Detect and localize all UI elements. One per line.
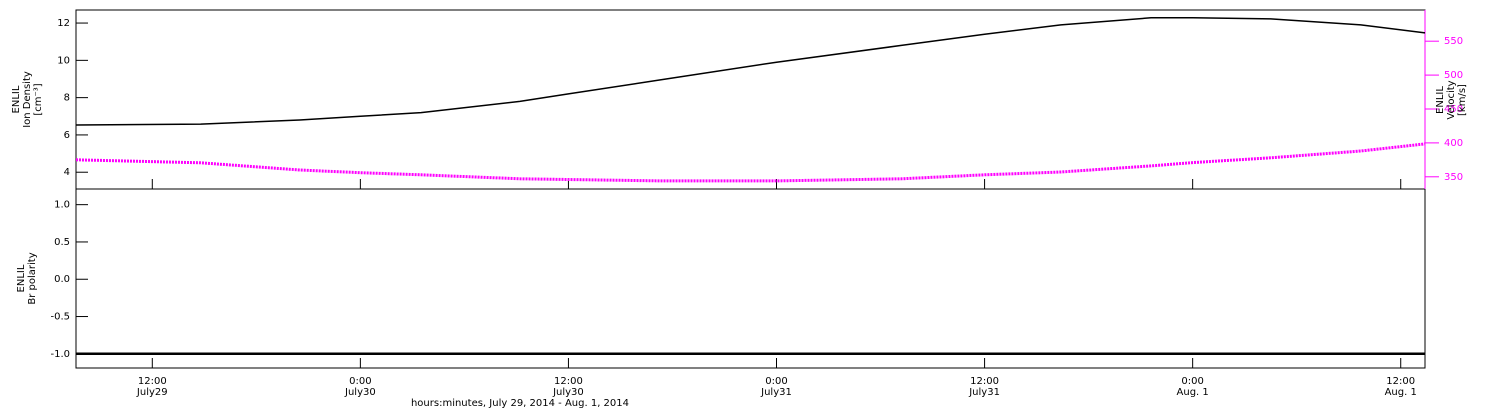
y2-tick-label: 500 (1444, 70, 1463, 81)
x-tick-label-line: Aug. 1 (1385, 387, 1417, 398)
x-tick-label-line: Aug. 1 (1177, 387, 1209, 398)
y2-axis-label: Velocity (1446, 80, 1457, 119)
y2-tick-label: 400 (1444, 138, 1463, 149)
y2-axis-label: ENLIL (1435, 86, 1446, 114)
y-tick-label: 0.0 (54, 274, 70, 285)
y-axis-label: ENLIL (16, 264, 27, 292)
y-axis-label: Br polarity (27, 252, 38, 304)
y-tick-label: 6 (64, 130, 70, 141)
x-tick-label-line: July29 (136, 387, 168, 398)
x-tick-label: 12:00 Aug. 1 (1385, 376, 1417, 398)
y2-tick-label: 350 (1444, 172, 1463, 183)
bottom-frame (75, 188, 1426, 369)
x-tick-label: 0:00 July31 (760, 376, 792, 398)
y2-tick-label: 550 (1444, 36, 1463, 47)
y-axis-label: [cm⁻³] (33, 83, 44, 115)
x-tick-label-line: 0:00 (1181, 376, 1203, 387)
y-tick-label: -1.0 (50, 349, 70, 360)
y-tick-label: 4 (64, 167, 70, 178)
x-tick-label-line: 12:00 (138, 376, 167, 387)
y-tick-label: 10 (57, 55, 70, 66)
x-tick-label-line: July31 (968, 387, 1000, 398)
y-axis-label: ENLIL (11, 85, 22, 113)
y2-tick-label: 450 (1444, 104, 1463, 115)
y-tick-label: 8 (64, 93, 70, 104)
x-tick-label-line: 12:00 (554, 376, 583, 387)
x-tick-label: 0:00 Aug. 1 (1177, 376, 1209, 398)
series-line (75, 17, 1426, 126)
series-line (75, 142, 1426, 183)
x-tick-label: 12:00 July29 (136, 376, 168, 398)
y-tick-label: -0.5 (50, 312, 70, 323)
x-tick-label-line: 12:00 (970, 376, 999, 387)
x-tick-label: 0:00 July30 (344, 376, 376, 398)
x-tick-label: 12:00 July31 (968, 376, 1000, 398)
x-tick-label-line: July30 (552, 387, 584, 398)
y-axis-label: Ion Density (22, 71, 33, 128)
x-tick-label-line: 0:00 (349, 376, 371, 387)
y-tick-label: 1.0 (54, 200, 70, 211)
y-tick-label: 0.5 (54, 237, 70, 248)
x-tick-label-line: July30 (344, 387, 376, 398)
x-tick-label-line: 12:00 (1386, 376, 1415, 387)
x-tick-label: 12:00 July30 (552, 376, 584, 398)
y2-axis-label: [km/s] (1457, 84, 1468, 116)
x-tick-label-line: 0:00 (765, 376, 787, 387)
y-tick-label: 12 (57, 18, 70, 29)
x-axis-label: hours:minutes, July 29, 2014 - Aug. 1, 2… (411, 398, 629, 409)
x-tick-label-line: July31 (760, 387, 792, 398)
